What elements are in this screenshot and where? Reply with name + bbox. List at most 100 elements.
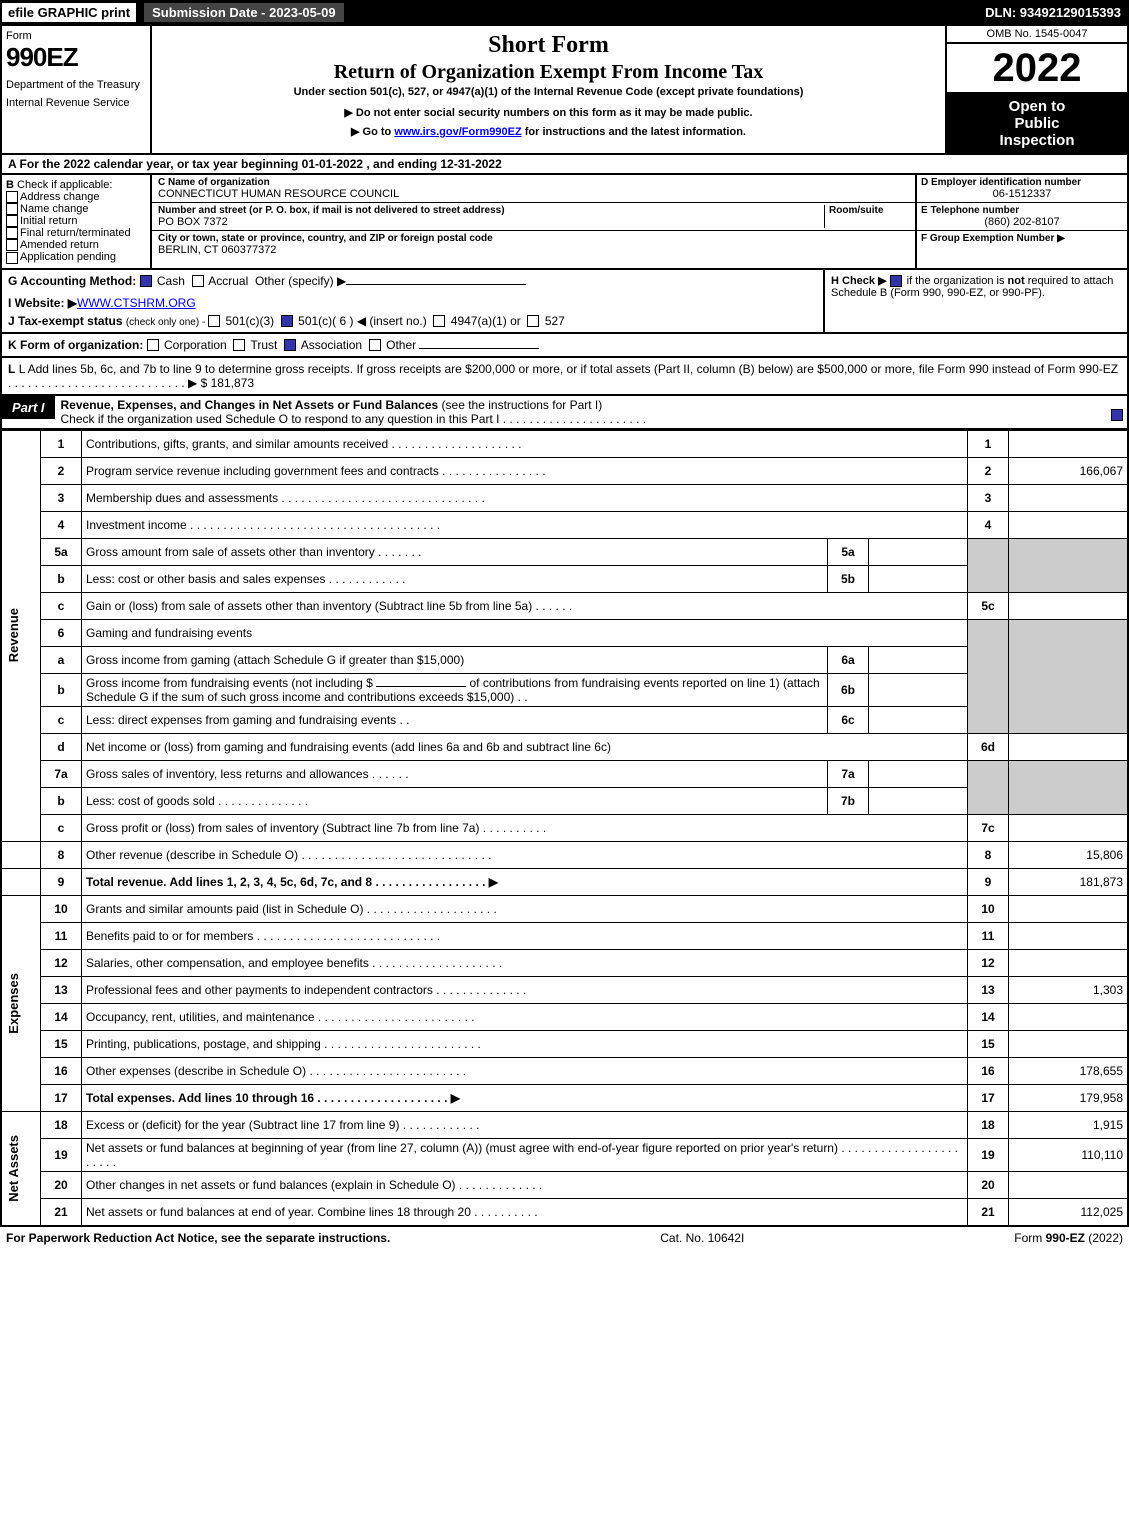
- l6abc-shade-val: [1009, 619, 1129, 733]
- f-row: F Group Exemption Number ▶: [917, 231, 1127, 268]
- lines-table: Revenue 1Contributions, gifts, grants, a…: [0, 430, 1129, 1227]
- website-link[interactable]: WWW.CTSHRM.ORG: [77, 296, 196, 310]
- c-street-row: Number and street (or P. O. box, if mail…: [152, 203, 915, 231]
- l5a-num: 5a: [41, 538, 82, 565]
- l5b-desc: Less: cost or other basis and sales expe…: [82, 565, 828, 592]
- c-street-hdr: Number and street (or P. O. box, if mail…: [158, 205, 824, 216]
- cb-label-name: Name change: [20, 203, 89, 215]
- l15-num: 15: [41, 1030, 82, 1057]
- section-bcdef: B Check if applicable: Address change Na…: [0, 175, 1129, 270]
- checkbox-4947[interactable]: [433, 315, 445, 327]
- l2-desc: Program service revenue including govern…: [82, 457, 968, 484]
- l8-rn: 8: [968, 841, 1009, 868]
- l9-rn: 9: [968, 868, 1009, 895]
- l7b-num: b: [41, 787, 82, 814]
- top-bar: efile GRAPHIC print Submission Date - 20…: [0, 0, 1129, 24]
- i-label: I Website: ▶: [8, 296, 77, 310]
- l6-desc: Gaming and fundraising events: [82, 619, 968, 646]
- h-not: not: [1008, 275, 1025, 287]
- l5a-desc: Gross amount from sale of assets other t…: [82, 538, 828, 565]
- org-city: BERLIN, CT 060377372: [158, 244, 909, 256]
- l17-num: 17: [41, 1084, 82, 1111]
- part1-inst: (see the instructions for Part I): [442, 398, 603, 412]
- checkbox-cash[interactable]: [140, 275, 152, 287]
- l10-desc: Grants and similar amounts paid (list in…: [82, 895, 968, 922]
- l13-rn: 13: [968, 976, 1009, 1003]
- dept-treasury: Department of the Treasury: [6, 79, 146, 91]
- l2-rn: 2: [968, 457, 1009, 484]
- section-g: G Accounting Method: Cash Accrual Other …: [2, 270, 823, 332]
- subtitle-ssn: ▶ Do not enter social security numbers o…: [160, 106, 937, 119]
- goto-pre: ▶ Go to: [351, 126, 394, 138]
- l6-num: 6: [41, 619, 82, 646]
- l7b-inval: [869, 787, 968, 814]
- l1-num: 1: [41, 430, 82, 457]
- l7b-desc: Less: cost of goods sold . . . . . . . .…: [82, 787, 828, 814]
- l6c-inval: [869, 706, 968, 733]
- k-other: Other: [386, 338, 416, 352]
- checkbox-name-change[interactable]: [6, 203, 18, 215]
- l6a-inval: [869, 646, 968, 673]
- l12-desc: Salaries, other compensation, and employ…: [82, 949, 968, 976]
- goto-post: for instructions and the latest informat…: [522, 126, 746, 138]
- l6b-inval: [869, 673, 968, 706]
- title-short-form: Short Form: [160, 32, 937, 59]
- section-def: D Employer identification number 06-1512…: [915, 175, 1127, 268]
- l7a-desc: Gross sales of inventory, less returns a…: [82, 760, 828, 787]
- l5b-inval: [869, 565, 968, 592]
- l20-num: 20: [41, 1171, 82, 1198]
- footer-r-post: (2022): [1085, 1231, 1123, 1245]
- g-cash: Cash: [157, 274, 185, 288]
- part1-title-row: Revenue, Expenses, and Changes in Net As…: [55, 396, 1109, 428]
- checkbox-trust[interactable]: [233, 339, 245, 351]
- l2-val: 166,067: [1009, 457, 1129, 484]
- c-name-row: C Name of organization CONNECTICUT HUMAN…: [152, 175, 915, 203]
- checkbox-initial-return[interactable]: [6, 215, 18, 227]
- l20-desc: Other changes in net assets or fund bala…: [82, 1171, 968, 1198]
- checkbox-accrual[interactable]: [192, 275, 204, 287]
- l10-rn: 10: [968, 895, 1009, 922]
- checkbox-amended-return[interactable]: [6, 239, 18, 251]
- l21-desc: Net assets or fund balances at end of ye…: [82, 1198, 968, 1226]
- l11-desc: Benefits paid to or for members . . . . …: [82, 922, 968, 949]
- l6b-in: 6b: [828, 673, 869, 706]
- l19-rn: 19: [968, 1138, 1009, 1171]
- tax-year: 2022: [947, 44, 1127, 94]
- d-hdr: D Employer identification number: [921, 177, 1123, 188]
- l7ab-shade: [968, 760, 1009, 814]
- c-city-hdr: City or town, state or province, country…: [158, 233, 909, 244]
- checkbox-other-org[interactable]: [369, 339, 381, 351]
- checkbox-corporation[interactable]: [147, 339, 159, 351]
- inspection: Inspection: [949, 132, 1125, 149]
- subtitle-goto: ▶ Go to www.irs.gov/Form990EZ for instru…: [160, 125, 937, 138]
- l8-desc: Other revenue (describe in Schedule O) .…: [82, 841, 968, 868]
- l16-desc: Other expenses (describe in Schedule O) …: [82, 1057, 968, 1084]
- l6abc-shade: [968, 619, 1009, 733]
- l4-num: 4: [41, 511, 82, 538]
- part1-header: Part I Revenue, Expenses, and Changes in…: [0, 396, 1129, 430]
- header-mid: Short Form Return of Organization Exempt…: [152, 26, 945, 153]
- checkbox-application-pending[interactable]: [6, 252, 18, 264]
- checkbox-final-return[interactable]: [6, 227, 18, 239]
- checkbox-schedule-b[interactable]: [890, 275, 902, 287]
- checkbox-527[interactable]: [527, 315, 539, 327]
- l7c-val: [1009, 814, 1129, 841]
- checkbox-address-change[interactable]: [6, 191, 18, 203]
- part1-tab: Part I: [2, 396, 55, 419]
- l6d-desc: Net income or (loss) from gaming and fun…: [82, 733, 968, 760]
- checkbox-501c[interactable]: [281, 315, 293, 327]
- checkbox-501c3[interactable]: [208, 315, 220, 327]
- l11-num: 11: [41, 922, 82, 949]
- l6c-num: c: [41, 706, 82, 733]
- l9-num: 9: [41, 868, 82, 895]
- l2-num: 2: [41, 457, 82, 484]
- irs-link[interactable]: www.irs.gov/Form990EZ: [394, 126, 521, 138]
- l-text: L Add lines 5b, 6c, and 7b to line 9 to …: [8, 362, 1118, 390]
- l17-val: 179,958: [1009, 1084, 1129, 1111]
- l5b-num: b: [41, 565, 82, 592]
- footer-mid: Cat. No. 10642I: [660, 1231, 744, 1245]
- c-city-row: City or town, state or province, country…: [152, 231, 915, 258]
- l21-val: 112,025: [1009, 1198, 1129, 1226]
- checkbox-association[interactable]: [284, 339, 296, 351]
- checkbox-schedule-o[interactable]: [1111, 409, 1123, 421]
